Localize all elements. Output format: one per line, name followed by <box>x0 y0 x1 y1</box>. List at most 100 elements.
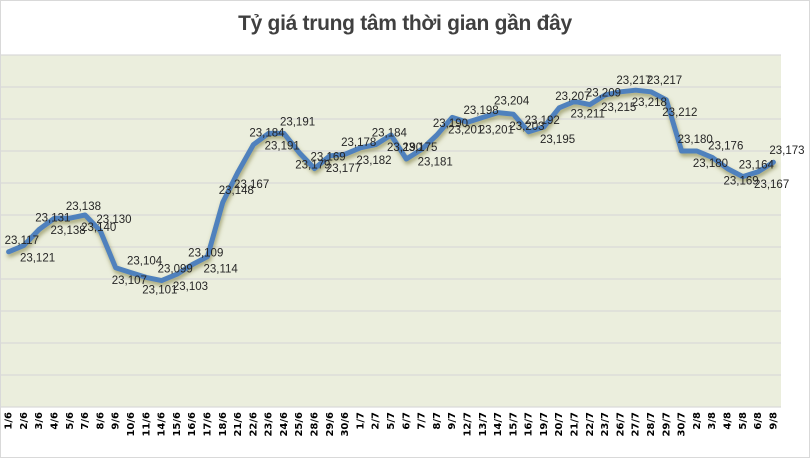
x-tick-label: 4/8 <box>722 412 733 430</box>
x-tick-label: 19/7 <box>539 412 550 437</box>
x-tick-label: 5/7 <box>386 412 397 430</box>
data-label: 23,180 <box>678 134 713 146</box>
data-label: 23,191 <box>265 140 300 152</box>
data-label: 23,169 <box>311 152 346 164</box>
data-label: 23,175 <box>402 142 437 154</box>
data-label: 23,184 <box>249 128 285 140</box>
data-label: 23,107 <box>112 275 147 287</box>
x-tick-label: 16/6 <box>187 412 198 437</box>
x-tick-label: 16/7 <box>524 412 535 437</box>
data-label: 23,181 <box>418 156 453 168</box>
x-tick-label: 23/7 <box>600 412 611 437</box>
x-tick-label: 9/6 <box>111 412 122 430</box>
x-tick-label: 29/7 <box>661 412 672 437</box>
data-label: 23,190 <box>433 118 468 130</box>
data-label: 23,167 <box>234 179 269 191</box>
data-label: 23,138 <box>51 225 86 237</box>
plot-area <box>1 55 781 407</box>
data-label: 23,103 <box>173 281 208 293</box>
x-tick-label: 9/7 <box>447 412 458 430</box>
x-tick-label: 24/6 <box>279 412 290 437</box>
x-tick-label: 7/7 <box>417 412 428 430</box>
data-label: 23,191 <box>280 116 315 128</box>
x-tick-label: 29/6 <box>325 412 336 437</box>
x-tick-label: 18/6 <box>218 412 229 437</box>
x-tick-label: 8/6 <box>95 412 106 430</box>
x-tick-label: 21/7 <box>570 412 581 437</box>
data-label: 23,173 <box>769 145 804 157</box>
data-label: 23,203 <box>509 121 544 133</box>
x-tick-label: 6/7 <box>401 412 412 430</box>
data-label: 23,121 <box>20 252 55 264</box>
data-label: 23,201 <box>448 124 483 136</box>
data-label: 23,177 <box>326 163 361 175</box>
x-tick-label: 2/7 <box>371 412 382 430</box>
data-label: 23,190 <box>387 142 422 154</box>
data-label: 23,182 <box>356 155 391 167</box>
x-tick-label: 2/6 <box>19 412 30 430</box>
data-label: 23,117 <box>5 235 39 247</box>
data-label: 23,192 <box>525 115 560 127</box>
x-tick-label: 26/7 <box>615 412 626 437</box>
data-label: 23,209 <box>586 88 621 100</box>
x-tick-label: 15/6 <box>172 412 183 437</box>
data-label: 23,204 <box>494 96 530 108</box>
data-line <box>6 87 776 284</box>
x-tick-label: 14/7 <box>493 412 504 437</box>
data-label: 23,109 <box>188 248 223 260</box>
data-label: 23,184 <box>372 128 408 140</box>
data-label: 23,101 <box>142 284 177 296</box>
data-label: 23,176 <box>708 140 743 152</box>
data-label: 23,215 <box>601 102 636 114</box>
data-label: 23,131 <box>35 212 70 224</box>
x-tick-label: 25/6 <box>294 412 305 437</box>
x-tick-label: 23/6 <box>264 412 275 437</box>
x-tick-label: 2/8 <box>692 412 703 430</box>
x-tick-label: 30/7 <box>677 412 688 437</box>
data-label: 23,218 <box>632 97 667 109</box>
data-label: 23,140 <box>81 222 116 234</box>
x-tick-label: 20/7 <box>554 412 565 437</box>
x-axis-labels: 1/6 2/6 3/6 4/6 5/6 7/6 8/6 9/6 10/6 11/6 14/6 15/6… <box>4 412 780 437</box>
x-tick-label: 21/6 <box>233 412 244 437</box>
x-tick-label: 30/6 <box>340 412 351 437</box>
data-label: 23,167 <box>754 179 789 191</box>
chart-title: Tỷ giá trung tâm thời gian gần đây <box>238 12 572 35</box>
data-label: 23,217 <box>647 75 682 87</box>
data-label: 23,180 <box>693 158 728 170</box>
x-tick-label: 11/6 <box>141 412 152 437</box>
data-label: 23,217 <box>616 75 651 87</box>
data-label: 23,099 <box>158 264 193 276</box>
x-tick-label: 27/7 <box>631 412 642 437</box>
data-label: 23,211 <box>571 108 605 120</box>
x-tick-label: 6/8 <box>753 412 764 430</box>
x-tick-label: 4/6 <box>50 412 61 430</box>
x-tick-label: 7/6 <box>80 412 91 430</box>
data-label: 23,179 <box>295 160 330 172</box>
x-tick-label: 9/8 <box>768 412 779 430</box>
gridlines <box>1 54 781 408</box>
x-tick-label: 28/6 <box>310 412 321 437</box>
data-label: 23,201 <box>479 124 514 136</box>
x-tick-label: 12/7 <box>462 412 473 437</box>
x-tick-label: 22/7 <box>585 412 596 437</box>
data-label: 23,195 <box>540 134 575 146</box>
data-label: 23,207 <box>555 91 590 103</box>
data-label: 23,148 <box>219 185 254 197</box>
x-tick-label: 15/7 <box>508 412 519 437</box>
x-tick-label: 28/7 <box>646 412 657 437</box>
data-label: 23,130 <box>96 214 131 226</box>
x-tick-label: 14/6 <box>157 412 168 437</box>
data-label: 23,169 <box>723 176 758 188</box>
x-tick-label: 13/7 <box>478 412 489 437</box>
x-tick-label: 3/6 <box>34 412 45 430</box>
x-tick-label: 22/6 <box>248 412 259 437</box>
x-tick-label: 17/6 <box>202 412 213 437</box>
x-tick-label: 3/8 <box>707 412 718 430</box>
data-label: 23,164 <box>739 160 775 172</box>
data-label: 23,198 <box>463 105 498 117</box>
x-tick-label: 5/6 <box>65 412 76 430</box>
x-tick-label: 5/8 <box>738 412 749 430</box>
data-label: 23,114 <box>203 264 238 276</box>
